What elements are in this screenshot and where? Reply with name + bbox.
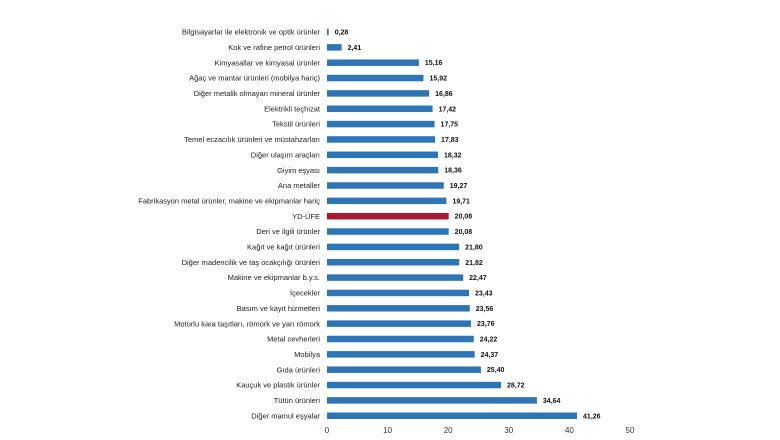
bar [327, 120, 435, 128]
category-label: YD-ÜFE [292, 212, 320, 221]
category-label: Elektrikli teçhizat [264, 104, 321, 113]
x-tick-label: 30 [504, 426, 513, 435]
data-label: 25,40 [487, 367, 505, 374]
data-label: 41,26 [583, 413, 601, 420]
x-tick-label: 50 [626, 426, 635, 435]
data-label: 19,27 [450, 183, 468, 190]
data-label: 24,37 [481, 352, 499, 359]
bar [327, 243, 460, 251]
bar [327, 151, 439, 159]
category-label: Makine ve ekipmanlar b.y.s. [228, 273, 320, 282]
data-label: 21,82 [465, 260, 483, 267]
data-label: 34,64 [543, 398, 561, 405]
data-label: 21,80 [465, 244, 483, 251]
bar [327, 28, 329, 36]
category-label: Tekstil ürünleri [272, 120, 320, 129]
data-label: 22,47 [469, 275, 487, 282]
bar [327, 397, 537, 404]
bar [327, 59, 419, 66]
data-label: 16,86 [435, 91, 453, 98]
bar [327, 166, 439, 174]
x-tick-label: 40 [565, 426, 574, 435]
category-label: Diğer metalik olmayan mineral ürünler [194, 89, 321, 98]
data-label: 18,32 [444, 152, 462, 159]
bar [327, 412, 578, 419]
bar [327, 381, 502, 389]
data-label: 20,08 [455, 214, 473, 221]
category-label: Diğer mamul eşyalar [251, 411, 320, 420]
category-label: Gıda ürünleri [277, 365, 321, 374]
category-label: Temel eczacılık ürünleri ve müstahzarlar… [184, 135, 320, 144]
category-label: Motorlu kara taşıtları, römork ve yarı r… [174, 319, 320, 328]
category-label: Metal cevherleri [267, 335, 320, 344]
data-label: 19,71 [452, 198, 470, 205]
bars-layer [327, 28, 578, 419]
data-label: 23,56 [476, 306, 494, 313]
data-label: 15,92 [429, 76, 447, 83]
category-labels: Bilgisayarlar ile elektronik ve optik ür… [138, 28, 321, 421]
category-label: Kauçuk ve plastik ürünler [236, 381, 320, 390]
value-labels: 0,28 2,41 15,16 15,92 16,86 17,42 17,75 17,83 18… [335, 30, 601, 421]
data-label: 24,22 [480, 337, 498, 344]
bar [327, 44, 342, 51]
category-label: Tütün ürünleri [274, 396, 321, 405]
category-label: Giyim eşyası [277, 166, 320, 175]
bar [327, 228, 449, 235]
category-label: Kağıt ve kağıt ürünleri [247, 243, 320, 252]
bar [327, 274, 464, 281]
data-label: 15,16 [425, 60, 443, 67]
category-label: İçecekler [290, 289, 321, 298]
x-tick-label: 0 [325, 426, 330, 435]
data-label: 23,76 [477, 321, 495, 328]
data-label: 17,83 [441, 137, 459, 144]
data-label: 0,28 [335, 30, 349, 37]
x-tick-label: 20 [444, 426, 453, 435]
category-label: Deri ve ilgili ürünler [256, 227, 320, 236]
category-label: Diğer madencilik ve taş ocakçılığı ürünl… [182, 258, 321, 267]
data-label: 18,36 [444, 168, 462, 175]
data-label: 17,75 [441, 122, 459, 129]
category-label: Bilgisayarlar ile elektronik ve optik ür… [182, 28, 320, 37]
category-label: Fabrikasyon metal ürünler, makine ve eki… [138, 196, 320, 205]
data-label: 17,42 [439, 106, 457, 113]
category-label: Kok ve rafine petrol ürünleri [228, 43, 320, 52]
data-label: 28,72 [507, 383, 525, 390]
bar [327, 182, 444, 189]
bar [327, 289, 469, 297]
bar [327, 305, 470, 312]
x-tick-label: 10 [383, 426, 392, 435]
bar-highlight [327, 212, 449, 220]
bar [327, 351, 475, 358]
bar [327, 197, 447, 205]
data-label: 20,08 [455, 229, 473, 236]
bar [327, 259, 460, 266]
x-axis: 0 10 20 30 40 50 [325, 426, 635, 435]
bar [327, 74, 424, 82]
category-label: Mobilya [294, 350, 321, 359]
bar [327, 136, 436, 143]
bar [327, 335, 474, 343]
bar [327, 90, 430, 97]
data-label: 23,43 [475, 290, 493, 297]
category-label: Ana metaller [278, 181, 321, 190]
category-label: Basım ve kayıt hizmetleri [237, 304, 321, 313]
bar [327, 366, 481, 373]
data-label: 2,41 [348, 45, 362, 52]
bar [327, 320, 471, 327]
category-label: Kimyasallar ve kimyasal ürünler [215, 58, 321, 67]
bar [327, 105, 433, 112]
category-label: Ağaç ve mantar ürünleri (mobilya hariç) [189, 74, 320, 83]
category-label: Diğer ulaşım araçları [251, 150, 320, 159]
